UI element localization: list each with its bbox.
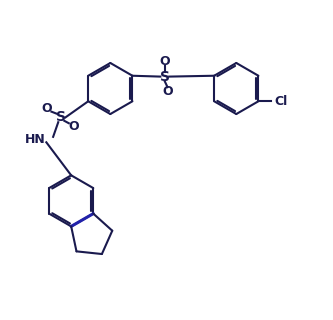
- Text: Cl: Cl: [274, 95, 287, 108]
- Text: HN: HN: [25, 133, 46, 146]
- Text: S: S: [56, 110, 66, 124]
- Text: O: O: [160, 55, 170, 68]
- Text: S: S: [160, 69, 170, 84]
- Text: O: O: [68, 120, 79, 133]
- Text: O: O: [41, 102, 52, 115]
- Text: O: O: [162, 85, 173, 99]
